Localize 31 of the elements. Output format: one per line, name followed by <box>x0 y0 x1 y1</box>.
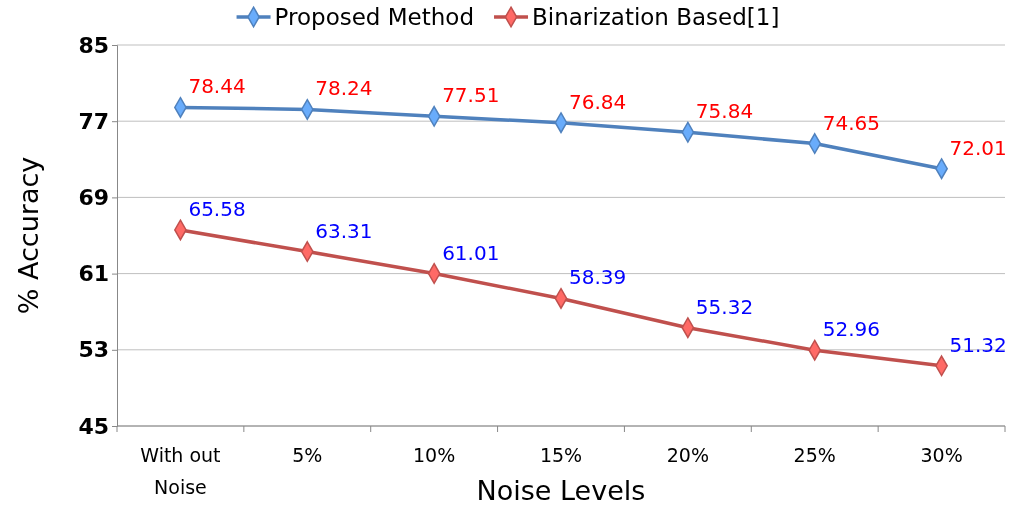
x-tick-label: 30% <box>920 444 963 466</box>
data-label: 72.01 <box>949 135 1007 160</box>
data-label: 65.58 <box>188 196 246 221</box>
data-label: 78.24 <box>315 76 373 101</box>
y-tick-label: 85 <box>78 32 109 58</box>
x-tick-label: With out Noise <box>140 444 221 498</box>
data-label: 77.51 <box>442 83 500 108</box>
data-label: 52.96 <box>822 317 880 342</box>
x-tick-label: 10% <box>413 444 456 466</box>
legend-label: Proposed Method <box>274 4 475 30</box>
data-label: 74.65 <box>822 110 880 135</box>
data-label: 63.31 <box>315 218 373 243</box>
data-label: 78.44 <box>188 74 246 99</box>
data-label: 76.84 <box>569 89 627 114</box>
data-label: 75.84 <box>695 99 754 124</box>
data-label: 55.32 <box>695 294 754 319</box>
y-tick-label: 61 <box>78 261 109 287</box>
data-label: 58.39 <box>569 265 627 290</box>
y-tick-label: 45 <box>78 413 109 439</box>
x-tick-label: 5% <box>292 444 323 466</box>
y-axis-title: % Accuracy <box>13 156 44 315</box>
x-tick-label: 25% <box>793 444 836 466</box>
legend-label: Binarization Based[1] <box>532 4 780 30</box>
x-tick-label: 15% <box>539 444 583 466</box>
y-tick-label: 53 <box>78 337 109 363</box>
x-tick-label: 20% <box>666 444 709 466</box>
y-tick-label: 77 <box>78 108 109 134</box>
x-axis-title: Noise Levels <box>476 475 646 506</box>
data-label: 51.32 <box>949 332 1007 357</box>
data-label: 61.01 <box>442 240 500 265</box>
y-tick-label: 69 <box>78 184 109 210</box>
